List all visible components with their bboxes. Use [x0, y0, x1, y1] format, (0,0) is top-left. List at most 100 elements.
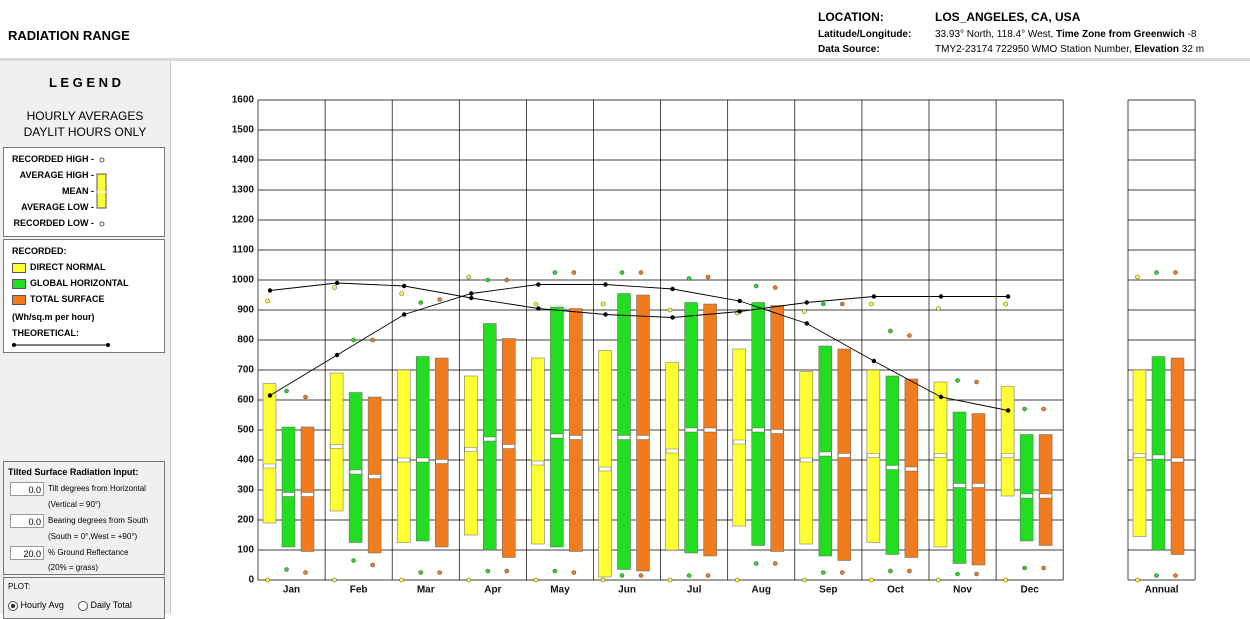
radio[interactable] — [8, 600, 18, 611]
x-tick-label: Nov — [953, 585, 972, 596]
key-dot — [99, 221, 105, 227]
range-bar — [300, 426, 315, 552]
recorded-high — [955, 378, 960, 383]
legend-swatch — [12, 278, 26, 289]
elevation: 32 m — [1181, 44, 1205, 55]
recorded-low — [552, 568, 558, 574]
recorded-high — [801, 309, 807, 314]
tilt-input[interactable]: 0.0 — [10, 482, 44, 496]
radio-label: Daily Total — [90, 600, 132, 610]
mean-marker — [1171, 457, 1184, 463]
bearing-input[interactable]: 0.0 — [10, 514, 44, 528]
recorded-low — [284, 567, 289, 572]
theoretical-line — [269, 282, 1009, 318]
latlon: 33.93° North, 118.4° West, — [935, 29, 1054, 40]
input-note: (South = 0°,West = +90°) — [48, 532, 138, 541]
range-bar — [464, 375, 478, 536]
x-tick-label: Mar — [417, 585, 435, 596]
y-tick-label: 300 — [237, 485, 254, 496]
recorded-high — [1154, 270, 1159, 275]
legend-entry: DIRECT NORMAL — [12, 262, 106, 273]
y-tick-label: 600 — [237, 395, 254, 406]
reflectance-input[interactable]: 20.0 — [10, 546, 44, 560]
recorded-high — [533, 301, 539, 307]
mean-marker — [483, 436, 496, 442]
y-tick-label: 1100 — [232, 245, 254, 256]
legend-dot — [106, 343, 110, 347]
range-bar — [598, 350, 612, 578]
recorded-low — [667, 577, 673, 583]
range-bar — [1132, 369, 1147, 537]
key-label: RECORDED HIGH - — [11, 154, 94, 164]
recorded-low — [504, 568, 510, 574]
theoretical-point — [603, 282, 608, 287]
legend-subtitle: HOURLY AVERAGES — [26, 109, 144, 123]
mean-marker — [1020, 493, 1033, 499]
recorded-high — [466, 274, 472, 280]
theoretical-point — [938, 294, 944, 299]
recorded-low — [907, 568, 912, 574]
range-bar — [1019, 434, 1034, 542]
recorded-high — [974, 379, 979, 385]
recorded-low — [772, 561, 778, 566]
theoretical-point — [670, 315, 675, 320]
mean-marker — [867, 453, 880, 458]
recorded-high — [869, 301, 874, 307]
recorded-low — [955, 571, 960, 577]
mean-marker — [800, 457, 813, 463]
mean-marker — [435, 459, 448, 464]
y-tick-label: 900 — [237, 305, 254, 316]
key-graphic — [96, 157, 107, 227]
mean-marker — [752, 427, 765, 433]
theoretical-point — [1005, 408, 1011, 413]
mean-marker — [1039, 493, 1052, 499]
x-tick-label: May — [550, 585, 570, 596]
mean-marker — [838, 453, 851, 458]
recorded-high — [485, 277, 491, 283]
recorded-high — [332, 285, 337, 290]
recorded-low — [888, 568, 893, 574]
radio[interactable] — [78, 600, 88, 611]
range-bar — [751, 302, 765, 546]
range-bar — [617, 293, 631, 570]
recorded-high — [686, 276, 692, 281]
recorded-high — [638, 270, 644, 275]
y-tick-label: 200 — [237, 515, 254, 526]
range-bar — [799, 371, 814, 545]
recorded-high — [907, 333, 912, 338]
section-title: Tilted Surface Radiation Input: — [8, 467, 139, 477]
y-tick-label: 1500 — [232, 125, 255, 136]
mean-marker — [349, 469, 362, 475]
mean-marker — [953, 483, 966, 488]
range-bar — [933, 381, 948, 548]
recorded-low — [437, 570, 443, 575]
radio-daily[interactable]: Daily Total — [78, 600, 132, 611]
recorded-low — [370, 562, 375, 568]
theoretical-point — [1005, 294, 1011, 299]
radio-hourly[interactable]: Hourly Avg — [8, 600, 64, 611]
legend-line — [12, 343, 110, 347]
theoretical-point — [871, 358, 877, 364]
legend-series: RECORDED: DIRECT NORMAL GLOBAL HORIZONTAL… — [3, 239, 165, 353]
theoretical-point — [804, 321, 809, 326]
range-bar — [1038, 434, 1053, 546]
recorded-high — [399, 291, 404, 296]
mean-marker — [550, 433, 564, 439]
legend-entry: TOTAL SURFACE — [12, 294, 105, 305]
x-tick-label: Feb — [350, 585, 368, 596]
x-tick-label: Apr — [484, 585, 501, 596]
y-tick-label: 1000 — [232, 275, 255, 286]
recorded-low — [619, 573, 625, 578]
recorded-low — [1041, 565, 1046, 571]
legend-key: RECORDED HIGH - AVERAGE HIGH - MEAN - AV… — [3, 147, 165, 237]
mean-marker — [598, 466, 612, 472]
range-bar — [732, 348, 746, 527]
input-note: (20% = grass) — [48, 563, 99, 572]
mean-marker — [684, 427, 698, 433]
recorded-low — [399, 577, 404, 583]
mean-marker — [531, 460, 545, 466]
theoretical-point — [536, 306, 541, 311]
recorded-high — [571, 270, 577, 275]
y-tick-label: 1600 — [232, 95, 255, 106]
recorded-low — [303, 570, 308, 575]
